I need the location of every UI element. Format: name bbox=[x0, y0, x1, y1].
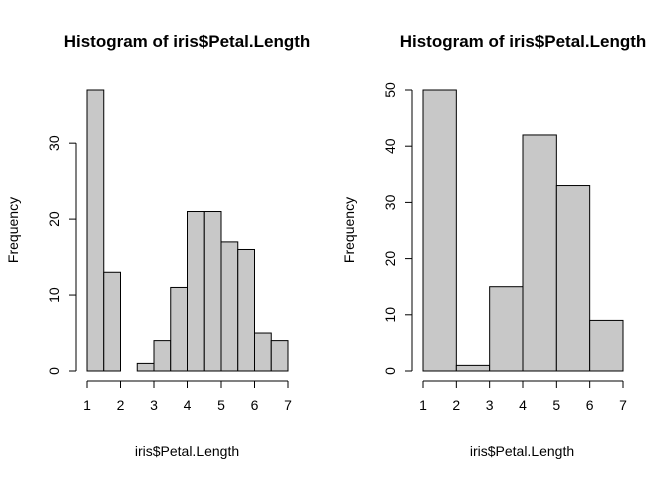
left-y-tick-label: 0 bbox=[46, 367, 62, 375]
left-histogram-bar bbox=[153, 340, 172, 372]
left-x-tick-label: 7 bbox=[284, 397, 292, 413]
left-histogram-panel: Histogram of iris$Petal.Length iris$Peta… bbox=[5, 32, 310, 459]
left-x-tick-label: 5 bbox=[217, 397, 225, 413]
left-x-tick-label: 6 bbox=[251, 397, 259, 413]
right-x-tick-label: 4 bbox=[519, 397, 527, 413]
right-y-tick-label: 10 bbox=[382, 307, 398, 323]
left-chart-title: Histogram of iris$Petal.Length bbox=[64, 32, 311, 51]
right-histogram-bar bbox=[589, 319, 624, 372]
right-histogram-bar bbox=[422, 89, 457, 372]
right-bars bbox=[422, 89, 624, 372]
left-histogram-bar bbox=[86, 89, 105, 372]
left-x-tick-label: 1 bbox=[83, 397, 91, 413]
right-x-axis-label: iris$Petal.Length bbox=[470, 443, 574, 459]
right-chart-title: Histogram of iris$Petal.Length bbox=[400, 32, 647, 51]
right-y-axis: 0 10 20 30 40 50 bbox=[382, 82, 413, 375]
right-x-axis: 1 2 3 4 5 6 7 bbox=[419, 380, 627, 413]
left-histogram-bar bbox=[187, 211, 205, 372]
left-x-axis: 1 2 3 4 5 6 7 bbox=[83, 380, 292, 413]
left-x-tick-label: 4 bbox=[184, 397, 192, 413]
right-y-tick-label: 30 bbox=[382, 194, 398, 210]
right-histogram-bar bbox=[455, 364, 491, 372]
right-x-tick-label: 7 bbox=[619, 397, 627, 413]
right-x-tick-label: 1 bbox=[419, 397, 427, 413]
right-y-tick-label: 50 bbox=[382, 82, 398, 98]
left-histogram-bar bbox=[170, 286, 188, 372]
left-y-tick-label: 10 bbox=[46, 287, 62, 303]
right-y-tick-label: 0 bbox=[382, 367, 398, 375]
left-y-axis-label: Frequency bbox=[5, 197, 21, 263]
left-y-axis: 0 10 20 30 bbox=[46, 135, 77, 375]
left-histogram-bar bbox=[254, 332, 272, 372]
left-x-axis-label: iris$Petal.Length bbox=[135, 443, 239, 459]
left-y-tick-label: 20 bbox=[46, 211, 62, 227]
right-y-tick-label: 40 bbox=[382, 138, 398, 154]
right-x-tick-label: 2 bbox=[452, 397, 460, 413]
left-histogram-bar bbox=[270, 340, 289, 372]
right-histogram-bar bbox=[522, 134, 557, 372]
left-x-tick-label: 3 bbox=[150, 397, 158, 413]
right-histogram-bar bbox=[489, 286, 524, 372]
left-x-tick-label: 2 bbox=[117, 397, 125, 413]
left-histogram-bar bbox=[103, 271, 121, 372]
left-y-tick-label: 30 bbox=[46, 135, 62, 151]
right-histogram-panel: Histogram of iris$Petal.Length iris$Peta… bbox=[341, 32, 646, 459]
right-x-tick-label: 6 bbox=[586, 397, 594, 413]
left-bars bbox=[86, 89, 289, 372]
right-x-tick-label: 5 bbox=[552, 397, 560, 413]
left-histogram-bar bbox=[220, 241, 239, 372]
left-histogram-bar bbox=[203, 211, 222, 372]
left-histogram-bar bbox=[136, 362, 155, 372]
right-y-tick-label: 20 bbox=[382, 251, 398, 267]
right-histogram-bar bbox=[555, 185, 591, 372]
right-y-axis-label: Frequency bbox=[341, 197, 357, 263]
right-x-tick-label: 3 bbox=[486, 397, 494, 413]
left-histogram-bar bbox=[237, 248, 255, 372]
